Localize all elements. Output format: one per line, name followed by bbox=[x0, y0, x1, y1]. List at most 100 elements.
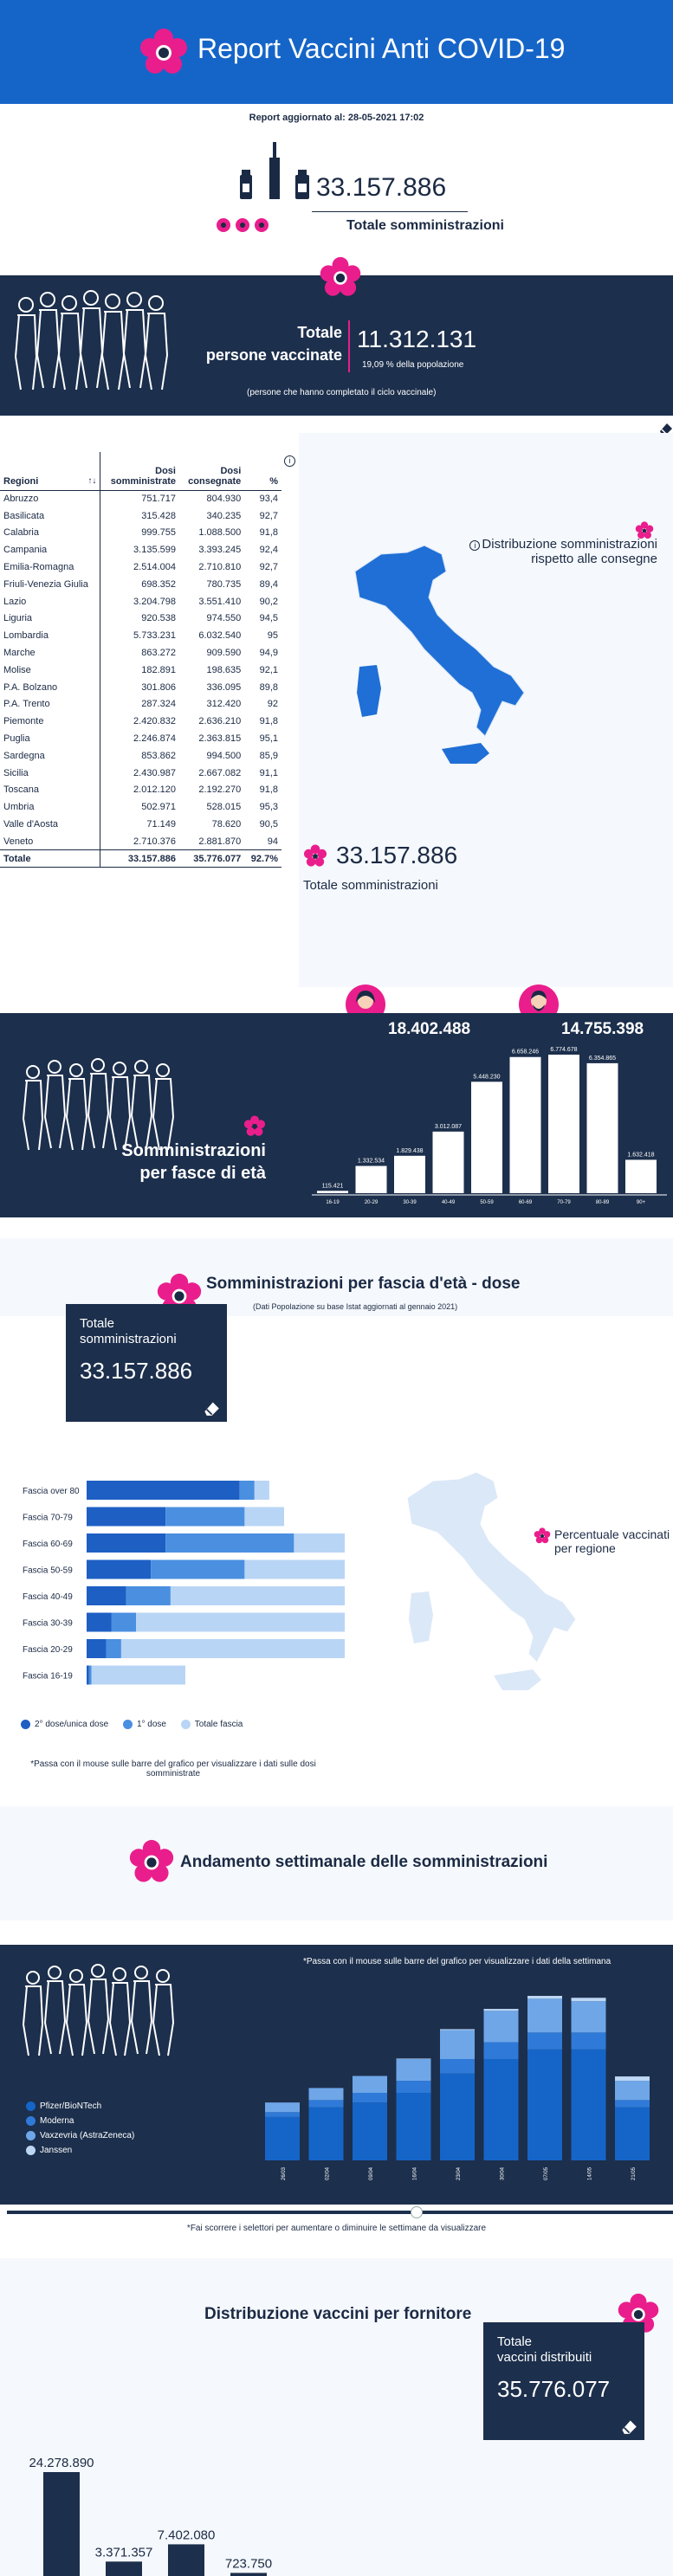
dose-bar-segment[interactable] bbox=[254, 1481, 269, 1500]
table-row[interactable]: Campania 3.135.599 3.393.245 92,4 bbox=[0, 541, 281, 559]
weekly-bar-segment[interactable] bbox=[483, 2009, 519, 2011]
supplier-bar[interactable] bbox=[43, 2472, 80, 2576]
legend-second-dose[interactable]: 2° dose/unica dose bbox=[21, 1720, 108, 1729]
weekly-bar-segment[interactable] bbox=[483, 2011, 519, 2043]
dose-bar-segment[interactable] bbox=[88, 1665, 92, 1685]
weekly-bar-segment[interactable] bbox=[527, 1998, 562, 2033]
dose-bar-segment[interactable] bbox=[87, 1586, 126, 1605]
weekly-bar-segment[interactable] bbox=[396, 2058, 431, 2059]
weekly-bar-segment[interactable] bbox=[396, 2092, 431, 2160]
table-row[interactable]: Calabria 999.755 1.088.500 91,8 bbox=[0, 524, 281, 542]
table-row[interactable]: Basilicata 315.428 340.235 92,7 bbox=[0, 507, 281, 525]
dose-bar-segment[interactable] bbox=[87, 1533, 166, 1553]
weekly-bar-segment[interactable] bbox=[440, 2030, 475, 2059]
col-header-percent[interactable]: % bbox=[244, 452, 281, 491]
weekly-bar-segment[interactable] bbox=[483, 2058, 519, 2160]
table-row[interactable]: Sicilia 2.430.987 2.667.082 91,1 bbox=[0, 764, 281, 782]
weekly-bar-segment[interactable] bbox=[440, 2058, 475, 2074]
dose-bar-segment[interactable] bbox=[165, 1533, 294, 1553]
supplier-bar[interactable] bbox=[106, 2561, 142, 2576]
table-row[interactable]: Umbria 502.971 528.015 95,3 bbox=[0, 798, 281, 817]
legend-janssen[interactable]: Janssen bbox=[26, 2143, 134, 2158]
table-row[interactable]: Piemonte 2.420.832 2.636.210 91,8 bbox=[0, 713, 281, 731]
table-row[interactable]: Lazio 3.204.798 3.551.410 90,2 bbox=[0, 592, 281, 610]
dose-bar-segment[interactable] bbox=[244, 1507, 284, 1527]
weekly-bar-segment[interactable] bbox=[571, 2032, 606, 2050]
legend-total[interactable]: Totale fascia bbox=[180, 1720, 243, 1729]
weekly-bar-segment[interactable] bbox=[527, 2049, 562, 2160]
dose-bar-segment[interactable] bbox=[87, 1612, 112, 1632]
col-header-administered[interactable]: Dosi somministrate bbox=[100, 452, 179, 491]
weekly-bar-segment[interactable] bbox=[353, 2076, 387, 2093]
week-range-slider[interactable] bbox=[7, 2206, 673, 2218]
dose-bar-segment[interactable] bbox=[126, 1586, 171, 1605]
legend-astrazeneca[interactable]: Vaxzevria (AstraZeneca) bbox=[26, 2128, 134, 2143]
table-row[interactable]: Valle d'Aosta 71.149 78.620 90,5 bbox=[0, 816, 281, 833]
dose-horizontal-chart[interactable]: Fascia over 80 Fascia 70-79 Fascia 60-69 Fa… bbox=[16, 1481, 345, 1688]
weekly-bar-segment[interactable] bbox=[527, 1996, 562, 1999]
table-row[interactable]: Puglia 2.246.874 2.363.815 95,1 bbox=[0, 730, 281, 747]
dose-bar-segment[interactable] bbox=[120, 1639, 345, 1658]
weekly-bar-segment[interactable] bbox=[308, 2100, 344, 2108]
weekly-bar-segment[interactable] bbox=[308, 2107, 344, 2160]
weekly-bar-segment[interactable] bbox=[353, 2102, 387, 2160]
dose-bar-segment[interactable] bbox=[239, 1481, 255, 1500]
age-bar[interactable] bbox=[509, 1056, 541, 1193]
legend-first-dose[interactable]: 1° dose bbox=[122, 1720, 166, 1729]
dose-bar-segment[interactable] bbox=[87, 1507, 166, 1527]
dose-bar-segment[interactable] bbox=[91, 1665, 185, 1685]
weekly-bar-segment[interactable] bbox=[265, 2116, 300, 2160]
weekly-bar-segment[interactable] bbox=[615, 2107, 650, 2160]
table-row[interactable]: Veneto 2.710.376 2.881.870 94 bbox=[0, 832, 281, 850]
dose-bar-segment[interactable] bbox=[87, 1665, 89, 1685]
italy-map-percent[interactable] bbox=[381, 1463, 589, 1710]
weekly-bar-segment[interactable] bbox=[571, 1998, 606, 2002]
dose-bar-segment[interactable] bbox=[111, 1612, 137, 1632]
supplier-bar[interactable] bbox=[168, 2544, 204, 2576]
table-row[interactable]: P.A. Bolzano 301.806 336.095 89,8 bbox=[0, 678, 281, 696]
dose-bar-segment[interactable] bbox=[151, 1559, 245, 1579]
table-row[interactable]: Molise 182.891 198.635 92,1 bbox=[0, 661, 281, 679]
weekly-bar-segment[interactable] bbox=[527, 2032, 562, 2050]
info-icon[interactable]: i bbox=[469, 540, 481, 551]
age-bar[interactable] bbox=[432, 1131, 464, 1193]
weekly-bar-segment[interactable] bbox=[396, 2058, 431, 2082]
weekly-stacked-chart[interactable]: 26/03 02/04 09/04 16/04 23/04 30/04 07/05 14/05… bbox=[260, 1974, 667, 2191]
weekly-bar-segment[interactable] bbox=[265, 2112, 300, 2117]
dose-bar-segment[interactable] bbox=[87, 1639, 107, 1658]
supplier-bar-chart[interactable]: 24.278.890 3.371.357 7.402.080 723.750 bbox=[26, 2437, 372, 2576]
dose-bar-segment[interactable] bbox=[106, 1639, 121, 1658]
table-row[interactable]: P.A. Trento 287.324 312.420 92 bbox=[0, 695, 281, 713]
table-row[interactable]: Sardegna 853.862 994.500 85,9 bbox=[0, 746, 281, 765]
dose-bar-segment[interactable] bbox=[170, 1586, 345, 1605]
weekly-bar-segment[interactable] bbox=[353, 2092, 387, 2103]
table-row[interactable]: Lombardia 5.733.231 6.032.540 95 bbox=[0, 627, 281, 645]
weekly-bar-segment[interactable] bbox=[615, 2100, 650, 2108]
weekly-bar-segment[interactable] bbox=[308, 2088, 344, 2101]
weekly-bar-segment[interactable] bbox=[483, 2042, 519, 2059]
weekly-bar-segment[interactable] bbox=[615, 2081, 650, 2101]
table-row[interactable]: Marche 863.272 909.590 94,9 bbox=[0, 644, 281, 662]
eraser-icon[interactable] bbox=[620, 2418, 637, 2439]
age-bar[interactable] bbox=[625, 1159, 657, 1193]
sort-icon[interactable]: ↑↓ bbox=[87, 475, 97, 486]
table-row[interactable]: Abruzzo 751.717 804.930 93,4 bbox=[0, 490, 281, 507]
table-row[interactable]: Liguria 920.538 974.550 94,5 bbox=[0, 610, 281, 628]
dose-bar-segment[interactable] bbox=[136, 1612, 345, 1632]
weekly-bar-segment[interactable] bbox=[396, 2081, 431, 2093]
weekly-bar-segment[interactable] bbox=[440, 2073, 475, 2160]
table-row[interactable]: Toscana 2.012.120 2.192.270 91,8 bbox=[0, 781, 281, 799]
table-row[interactable]: Friuli-Venezia Giulia 698.352 780.735 89,4 bbox=[0, 575, 281, 593]
info-icon[interactable]: i bbox=[284, 455, 295, 467]
eraser-icon[interactable] bbox=[203, 1399, 220, 1421]
dose-bar-segment[interactable] bbox=[244, 1559, 345, 1579]
age-bar[interactable] bbox=[586, 1062, 618, 1193]
weekly-bar-segment[interactable] bbox=[571, 2001, 606, 2033]
col-header-delivered[interactable]: Dosi consegnate bbox=[178, 452, 245, 491]
dose-bar-segment[interactable] bbox=[294, 1533, 345, 1553]
age-bar[interactable] bbox=[471, 1081, 502, 1193]
weekly-bar-segment[interactable] bbox=[265, 2102, 300, 2113]
col-header-region[interactable]: Regioni ↑↓ bbox=[0, 452, 101, 491]
dose-bar-segment[interactable] bbox=[87, 1481, 240, 1500]
weekly-bar-segment[interactable] bbox=[615, 2076, 650, 2082]
